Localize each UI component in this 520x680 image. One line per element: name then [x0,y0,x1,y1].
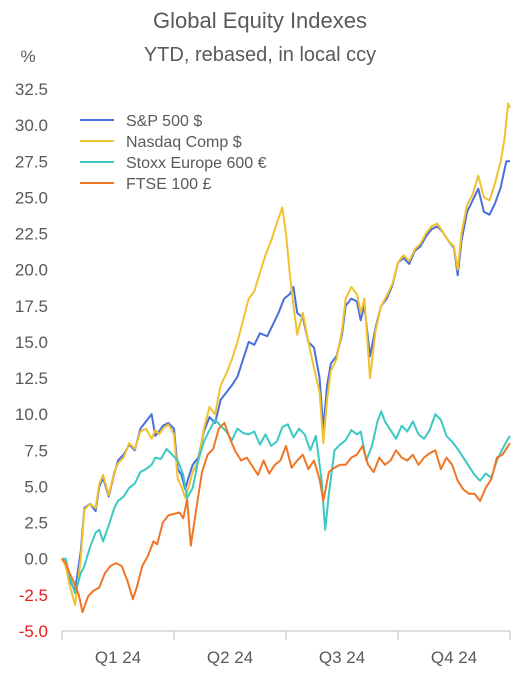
y-tick-label: 20.0 [15,261,48,280]
y-tick-label: 15.0 [15,333,48,352]
y-tick-label: -5.0 [19,622,48,641]
legend-label: Stoxx Europe 600 € [126,155,267,172]
y-axis: 32.5 30.0 27.5 25.0 22.5 20.0 17.5 15.0 12.5 10.0… [15,80,48,641]
y-tick-label: 7.5 [24,441,48,460]
legend: S&P 500 $ Nasdaq Comp $ Stoxx Europe 600 €… [80,113,267,193]
y-tick-label: 0.0 [24,550,48,569]
series-line-1 [61,102,511,606]
series-lines [61,102,511,614]
legend-label: Nasdaq Comp $ [126,134,242,151]
y-tick-label: 22.5 [15,225,48,244]
y-axis-unit-label: % [20,47,35,66]
series-line-2 [62,410,511,595]
chart-subtitle: YTD, rebased, in local ccy [143,44,377,66]
chart-title: Global Equity Indexes [152,8,368,33]
y-tick-label: 10.0 [15,405,48,424]
y-tick-label: 27.5 [15,152,48,171]
y-tick-label: -2.5 [19,586,48,605]
y-tick-label: 12.5 [15,369,48,388]
legend-label: FTSE 100 £ [126,176,211,193]
y-tick-label: 17.5 [15,297,48,316]
series-line-3 [61,421,511,614]
x-axis: Q1 24 Q2 24 Q3 24 Q4 24 [61,630,511,667]
y-tick-label: 2.5 [24,514,48,533]
x-tick-label: Q3 24 [319,648,365,667]
y-tick-label: 30.0 [15,116,48,135]
y-tick-label: 32.5 [15,80,48,99]
y-tick-label: 25.0 [15,188,48,207]
legend-label: S&P 500 $ [126,113,202,130]
y-tick-label: 5.0 [24,477,48,496]
x-tick-label: Q2 24 [207,648,253,667]
series-line-0 [61,160,510,592]
x-tick-label: Q4 24 [431,648,477,667]
x-tick-label: Q1 24 [95,648,141,667]
